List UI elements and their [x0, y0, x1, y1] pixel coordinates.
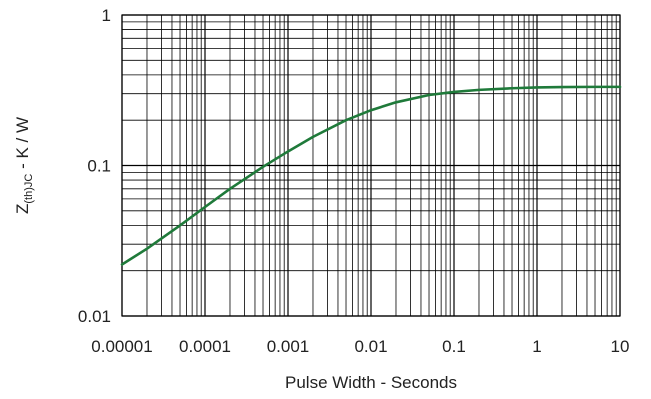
- plot-frame: [121, 14, 621, 317]
- series-line: [120, 85, 622, 266]
- y-axis-title-main: Z: [13, 204, 32, 214]
- y-tick-label: 1: [102, 6, 111, 25]
- x-tick-label: 0.01: [354, 337, 387, 356]
- y-axis-title: Z(th)JC - K / W: [13, 117, 35, 214]
- y-tick-labels: 0.01 0.1 1: [78, 6, 111, 326]
- y-tick-label: 0.01: [78, 307, 111, 326]
- x-tick-labels: 0.00001 0.0001 0.001 0.01 0.1 1 10: [91, 337, 629, 356]
- x-tick-label: 0.00001: [91, 337, 152, 356]
- series-group: [120, 85, 622, 266]
- x-axis-title: Pulse Width - Seconds: [285, 373, 457, 392]
- x-tick-label: 0.001: [267, 337, 310, 356]
- y-axis-title-rest: - K / W: [13, 117, 32, 174]
- y-tick-label: 0.1: [87, 157, 111, 176]
- x-tick-label: 1: [532, 337, 541, 356]
- x-tick-label: 10: [611, 337, 630, 356]
- y-axis-title-subscript: (th)JC: [23, 174, 35, 204]
- x-tick-label: 0.1: [442, 337, 466, 356]
- x-tick-label: 0.0001: [179, 337, 231, 356]
